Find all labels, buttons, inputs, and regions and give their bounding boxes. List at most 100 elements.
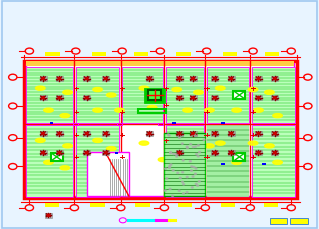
- Ellipse shape: [44, 108, 53, 112]
- Circle shape: [195, 183, 197, 185]
- Circle shape: [181, 143, 183, 144]
- Circle shape: [172, 195, 174, 196]
- Ellipse shape: [183, 108, 192, 112]
- Bar: [73, 123, 78, 125]
- Circle shape: [198, 152, 200, 153]
- Ellipse shape: [204, 108, 214, 112]
- Bar: [221, 122, 225, 124]
- Bar: [252, 125, 295, 197]
- Bar: [102, 150, 109, 155]
- Bar: [233, 153, 245, 161]
- Bar: [221, 203, 235, 207]
- Circle shape: [197, 185, 199, 186]
- Bar: [166, 125, 204, 197]
- Ellipse shape: [107, 93, 116, 97]
- Circle shape: [192, 133, 194, 134]
- Bar: [90, 203, 105, 207]
- Bar: [40, 150, 47, 155]
- Bar: [176, 150, 183, 155]
- Bar: [252, 125, 295, 197]
- Circle shape: [203, 139, 205, 140]
- Bar: [178, 203, 192, 207]
- Bar: [158, 123, 163, 125]
- Circle shape: [194, 134, 196, 136]
- Circle shape: [166, 178, 168, 179]
- Bar: [255, 131, 262, 136]
- Circle shape: [178, 152, 181, 154]
- Ellipse shape: [254, 108, 263, 112]
- Ellipse shape: [147, 105, 157, 109]
- Bar: [228, 150, 235, 155]
- Bar: [263, 203, 278, 207]
- Bar: [176, 52, 191, 56]
- Circle shape: [42, 152, 44, 154]
- Ellipse shape: [115, 108, 124, 112]
- Ellipse shape: [93, 108, 102, 112]
- Bar: [211, 95, 218, 100]
- Bar: [255, 76, 262, 81]
- Ellipse shape: [264, 144, 274, 148]
- Ellipse shape: [172, 141, 182, 145]
- Bar: [122, 67, 163, 123]
- Bar: [26, 67, 73, 123]
- Bar: [76, 125, 119, 197]
- Bar: [211, 76, 218, 81]
- Circle shape: [178, 78, 181, 79]
- Bar: [176, 131, 183, 136]
- Circle shape: [85, 97, 88, 99]
- Circle shape: [173, 153, 174, 155]
- Bar: [166, 67, 204, 123]
- Ellipse shape: [232, 160, 241, 164]
- Circle shape: [274, 133, 276, 134]
- Circle shape: [213, 78, 216, 79]
- Bar: [252, 67, 295, 123]
- Circle shape: [47, 214, 50, 216]
- Ellipse shape: [194, 90, 203, 94]
- Circle shape: [169, 167, 171, 169]
- Circle shape: [182, 181, 183, 183]
- Circle shape: [178, 97, 181, 99]
- Ellipse shape: [115, 166, 124, 170]
- Circle shape: [177, 172, 179, 174]
- Bar: [271, 150, 278, 155]
- Circle shape: [257, 78, 260, 79]
- Ellipse shape: [158, 158, 168, 162]
- Circle shape: [42, 97, 44, 99]
- Bar: [40, 95, 47, 100]
- Bar: [26, 61, 294, 66]
- Bar: [26, 63, 294, 196]
- Bar: [87, 152, 129, 196]
- Circle shape: [183, 184, 185, 185]
- Bar: [176, 95, 183, 100]
- Circle shape: [168, 135, 170, 136]
- Ellipse shape: [232, 108, 241, 112]
- Ellipse shape: [216, 141, 225, 145]
- Circle shape: [58, 133, 61, 134]
- Circle shape: [85, 78, 88, 79]
- Bar: [26, 125, 73, 197]
- Circle shape: [105, 152, 107, 154]
- Circle shape: [105, 133, 107, 134]
- Ellipse shape: [248, 141, 258, 145]
- Circle shape: [85, 133, 88, 134]
- Circle shape: [192, 176, 194, 177]
- Bar: [45, 52, 60, 56]
- Bar: [76, 125, 119, 197]
- Bar: [102, 76, 109, 81]
- Bar: [134, 52, 148, 56]
- Circle shape: [167, 134, 169, 135]
- Circle shape: [175, 154, 177, 155]
- Circle shape: [257, 152, 260, 154]
- Ellipse shape: [63, 144, 72, 148]
- Circle shape: [58, 78, 61, 79]
- Circle shape: [191, 187, 193, 188]
- Circle shape: [230, 133, 233, 134]
- Bar: [40, 76, 47, 81]
- Bar: [122, 67, 163, 123]
- Circle shape: [186, 146, 188, 147]
- Ellipse shape: [35, 86, 45, 90]
- Bar: [145, 89, 164, 102]
- Circle shape: [169, 166, 171, 167]
- Bar: [115, 152, 118, 154]
- Bar: [148, 90, 161, 100]
